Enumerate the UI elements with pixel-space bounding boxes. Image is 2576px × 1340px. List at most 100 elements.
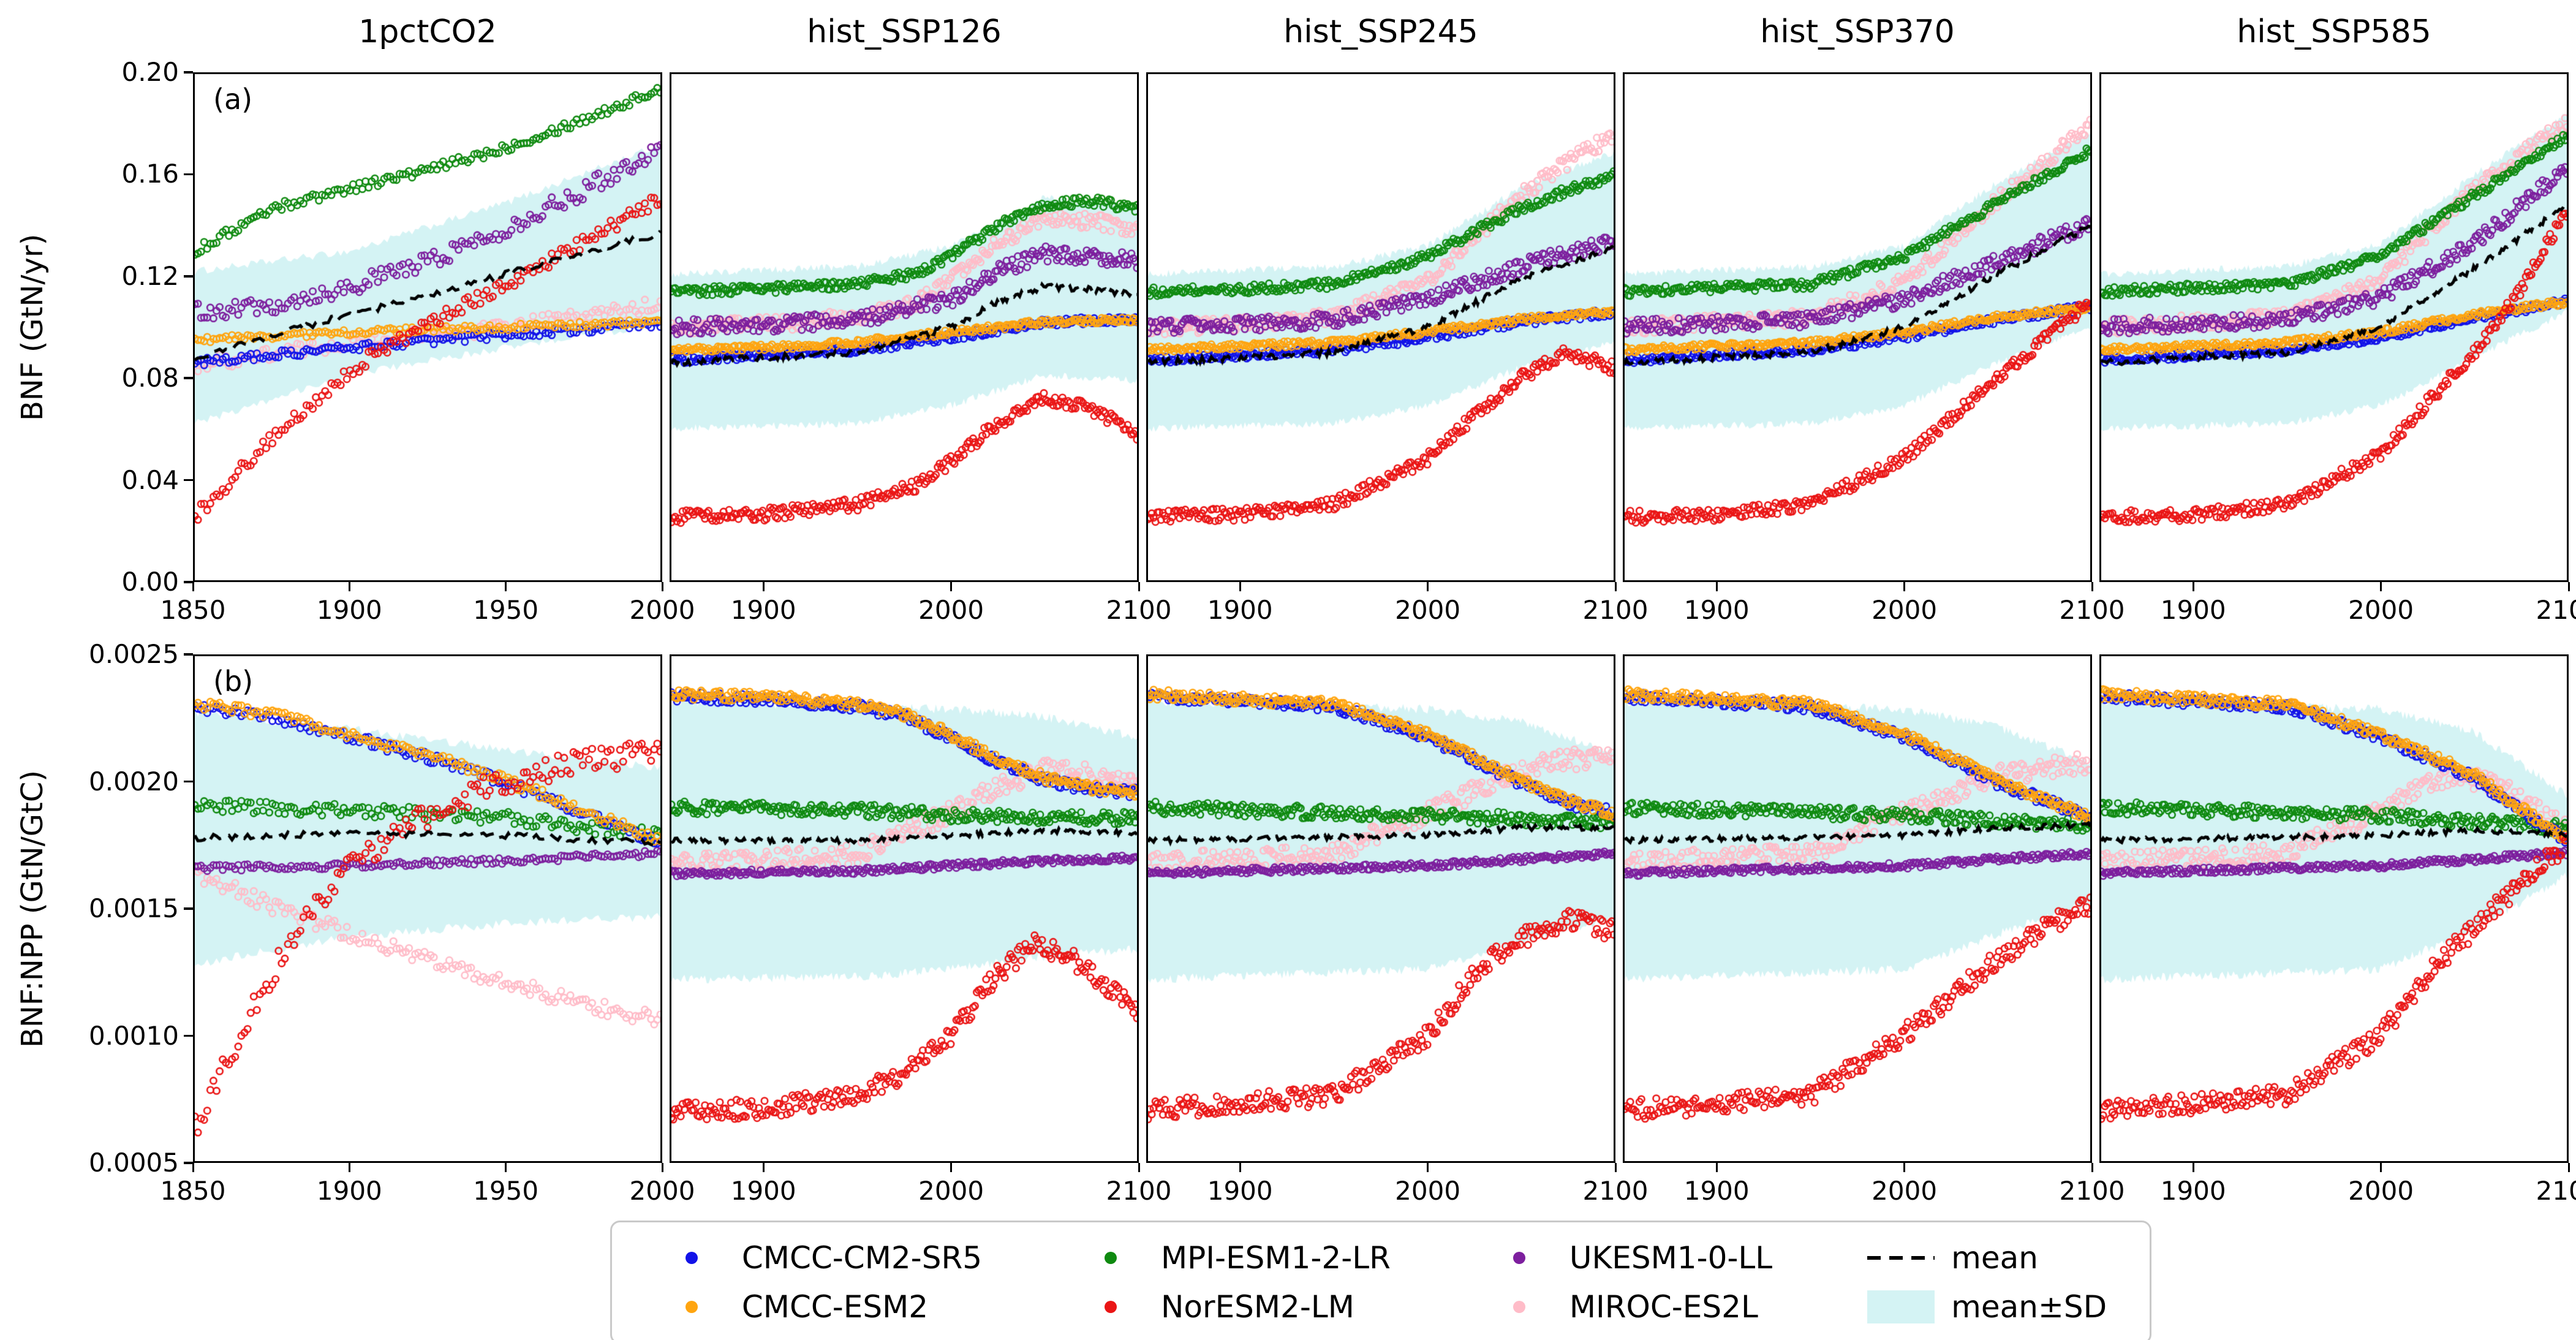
legend-marker-miroc-es2l xyxy=(1483,1301,1556,1313)
y-tick-label: 0.00 xyxy=(121,567,179,597)
ukesm1-0-ll-dot-icon xyxy=(1513,1252,1525,1264)
x-tick-mark xyxy=(661,1163,663,1172)
legend-item-cmcc-cm2-sr5: CMCC-CM2-SR5 xyxy=(655,1238,982,1278)
x-tick-mark xyxy=(1614,1163,1617,1172)
y-tick-label: 0.0025 xyxy=(89,639,179,669)
x-tick-mark xyxy=(1903,1163,1906,1172)
x-tick-label: 1900 xyxy=(316,1176,382,1206)
legend-marker-noresm2-lm xyxy=(1074,1301,1147,1313)
y-tick-label: 0.16 xyxy=(121,159,179,189)
x-tick-label: 2100 xyxy=(2536,595,2576,625)
x-tick-label: 1950 xyxy=(473,1176,539,1206)
x-tick-label: 2000 xyxy=(629,595,695,625)
x-tick-label: 2000 xyxy=(1395,1176,1461,1206)
x-tick-label: 2100 xyxy=(2059,1176,2125,1206)
x-tick-mark xyxy=(950,582,953,591)
panel-title-hist-ssp370: hist_SSP370 xyxy=(1760,13,1955,50)
panel-canvas-b-hist-ssp370 xyxy=(1625,656,2090,1161)
legend-item-cmcc-esm2: CMCC-ESM2 xyxy=(655,1287,982,1327)
panel-b-hist-ssp370 xyxy=(1623,654,2092,1163)
legend-wrap: CMCC-CM2-SR5 CMCC-ESM2 MPI-ESM1-2-LR NorESM… xyxy=(193,1221,2569,1340)
panel-row-b: (b) xyxy=(193,654,2569,1163)
x-tick-label: 1900 xyxy=(1683,595,1750,625)
y-tick-mark xyxy=(184,173,193,176)
panel-b-hist-ssp245 xyxy=(1146,654,1615,1163)
legend: CMCC-CM2-SR5 CMCC-ESM2 MPI-ESM1-2-LR NorESM… xyxy=(610,1221,2152,1340)
legend-label-mean: mean xyxy=(1951,1240,2038,1276)
x-tick-mark xyxy=(1903,582,1906,591)
legend-item-mean-sd: mean±SD xyxy=(1864,1287,2107,1327)
x-tick-mark xyxy=(661,582,663,591)
panel-a-1pctco2: (a) xyxy=(193,72,662,582)
y-tick-label: 0.12 xyxy=(121,260,179,291)
x-tick-mark xyxy=(2380,1163,2382,1172)
x-tick-label: 2000 xyxy=(2348,1176,2414,1206)
panel-title-hist-ssp245: hist_SSP245 xyxy=(1283,13,1478,50)
x-tick-label: 1900 xyxy=(1683,1176,1750,1206)
x-tick-mark xyxy=(505,582,507,591)
x-tick-label: 1900 xyxy=(2160,595,2226,625)
panel-title-hist-ssp126: hist_SSP126 xyxy=(807,13,1002,50)
y-tick-label: 0.0005 xyxy=(89,1148,179,1178)
y-tick-mark xyxy=(184,71,193,74)
x-tick-mark xyxy=(2192,582,2194,591)
legend-marker-mpi-esm1-2-lr xyxy=(1074,1252,1147,1264)
panel-title-hist-ssp585: hist_SSP585 xyxy=(2237,13,2431,50)
x-tick-label: 1900 xyxy=(1207,1176,1273,1206)
legend-marker-cmcc-esm2 xyxy=(655,1301,728,1313)
y-tick-mark xyxy=(184,581,193,583)
cmcc-cm2-sr5-dot-icon xyxy=(685,1252,698,1264)
x-tick-label: 1900 xyxy=(730,1176,796,1206)
legend-label-mpi-esm1-2-lr: MPI-ESM1-2-LR xyxy=(1161,1240,1391,1276)
mean-sd-patch-icon xyxy=(1867,1290,1935,1323)
x-tick-mark xyxy=(1138,1163,1140,1172)
panel-row-a: (a) xyxy=(193,72,2569,582)
x-tick-label: 1900 xyxy=(316,595,382,625)
panel-b-hist-ssp126 xyxy=(670,654,1139,1163)
y-tick-mark xyxy=(184,907,193,910)
x-tick-label: 2100 xyxy=(2059,595,2125,625)
x-tick-label: 2000 xyxy=(629,1176,695,1206)
noresm2-lm-dot-icon xyxy=(1105,1301,1117,1313)
mpi-esm1-2-lr-dot-icon xyxy=(1105,1252,1117,1264)
x-tick-label: 1900 xyxy=(1207,595,1273,625)
y-tick-mark xyxy=(184,1162,193,1164)
x-tick-mark xyxy=(1239,1163,1241,1172)
x-tick-mark xyxy=(1715,1163,1718,1172)
x-tick-mark xyxy=(192,1163,194,1172)
x-tick-label: 2000 xyxy=(918,1176,984,1206)
x-tick-label: 2100 xyxy=(1582,595,1649,625)
panel-letter-b: (b) xyxy=(213,665,254,698)
panel-title-1pctco2: 1pctCO2 xyxy=(358,13,497,50)
legend-label-cmcc-esm2: CMCC-ESM2 xyxy=(741,1289,929,1325)
x-tick-mark xyxy=(2567,582,2570,591)
y-axis-label-row-a: BNF (GtN/yr) xyxy=(15,233,50,421)
y-tick-label: 0.08 xyxy=(121,363,179,393)
x-tick-mark xyxy=(348,1163,350,1172)
x-tick-label: 2000 xyxy=(2348,595,2414,625)
panel-b-1pctco2: (b) xyxy=(193,654,662,1163)
legend-label-miroc-es2l: MIROC-ES2L xyxy=(1569,1289,1758,1325)
legend-marker-ukesm1-0-ll xyxy=(1483,1252,1556,1264)
y-tick-label: 0.0020 xyxy=(89,766,179,797)
x-tick-mark xyxy=(762,582,765,591)
y-tick-label: 0.0010 xyxy=(89,1020,179,1051)
panel-a-hist-ssp126 xyxy=(670,72,1139,582)
panel-canvas-a-1pctco2 xyxy=(195,74,660,580)
panel-a-hist-ssp370 xyxy=(1623,72,2092,582)
x-tick-mark xyxy=(2091,582,2093,591)
panel-canvas-b-hist-ssp585 xyxy=(2101,656,2567,1161)
legend-item-mean: mean xyxy=(1864,1238,2107,1278)
panel-canvas-b-hist-ssp126 xyxy=(671,656,1137,1161)
x-tick-mark xyxy=(2567,1163,2570,1172)
x-tick-mark xyxy=(505,1163,507,1172)
y-tick-mark xyxy=(184,653,193,656)
x-tick-mark xyxy=(1427,1163,1429,1172)
x-tick-mark xyxy=(1427,582,1429,591)
y-tick-label: 0.0015 xyxy=(89,893,179,923)
y-tick-mark xyxy=(184,1034,193,1037)
x-tick-mark xyxy=(950,1163,953,1172)
legend-label-noresm2-lm: NorESM2-LM xyxy=(1161,1289,1354,1325)
panel-b-hist-ssp585 xyxy=(2099,654,2569,1163)
